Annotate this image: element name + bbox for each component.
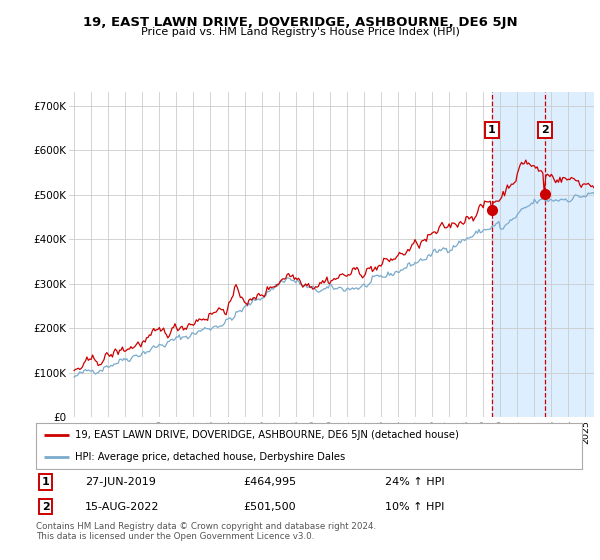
Text: 27-JUN-2019: 27-JUN-2019: [85, 477, 156, 487]
Text: 15-AUG-2022: 15-AUG-2022: [85, 502, 160, 512]
Text: 2: 2: [541, 125, 549, 135]
Text: Contains HM Land Registry data © Crown copyright and database right 2024.
This d: Contains HM Land Registry data © Crown c…: [36, 522, 376, 542]
Text: 19, EAST LAWN DRIVE, DOVERIDGE, ASHBOURNE, DE6 5JN (detached house): 19, EAST LAWN DRIVE, DOVERIDGE, ASHBOURN…: [76, 430, 459, 440]
Text: 24% ↑ HPI: 24% ↑ HPI: [385, 477, 445, 487]
Text: £464,995: £464,995: [244, 477, 296, 487]
Text: 1: 1: [42, 477, 50, 487]
Text: 2: 2: [42, 502, 50, 512]
Text: 1: 1: [488, 125, 496, 135]
Text: 19, EAST LAWN DRIVE, DOVERIDGE, ASHBOURNE, DE6 5JN: 19, EAST LAWN DRIVE, DOVERIDGE, ASHBOURN…: [83, 16, 517, 29]
Bar: [491, 92, 600, 417]
Text: HPI: Average price, detached house, Derbyshire Dales: HPI: Average price, detached house, Derb…: [76, 452, 346, 462]
Text: Price paid vs. HM Land Registry's House Price Index (HPI): Price paid vs. HM Land Registry's House …: [140, 27, 460, 37]
Text: £501,500: £501,500: [244, 502, 296, 512]
Text: 10% ↑ HPI: 10% ↑ HPI: [385, 502, 445, 512]
